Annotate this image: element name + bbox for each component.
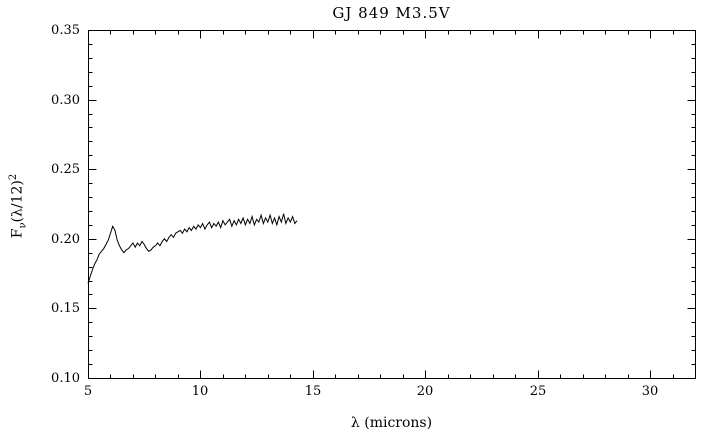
y-axis-label: Fν(λ/12)2 <box>8 126 28 286</box>
tick-labels-group: 5 10 15 20 25 30 0.10 0.15 0.20 0.25 0.30 0.35 <box>51 23 658 399</box>
y-tick-label: 0.15 <box>51 301 80 316</box>
x-tick-label: 10 <box>192 384 209 399</box>
x-tick-label: 5 <box>84 384 92 399</box>
chart-title: GJ 849 M3.5V <box>332 4 451 22</box>
y-tick-label: 0.10 <box>51 371 80 386</box>
y-label-superscript: 2 <box>8 173 19 181</box>
y-tick-label: 0.25 <box>51 162 80 177</box>
series-group <box>87 213 298 284</box>
y-label-subscript: ν <box>17 222 29 229</box>
y-tick-label: 0.20 <box>51 232 80 247</box>
x-axis-label: λ (microns) <box>350 415 433 431</box>
x-tick-label: 25 <box>530 384 547 399</box>
x-tick-label: 30 <box>642 384 659 399</box>
y-tick-label: 0.35 <box>51 23 80 38</box>
x-tick-label: 15 <box>305 384 322 399</box>
axes-group <box>88 30 696 379</box>
axis-frame <box>88 30 696 379</box>
spectrum-line <box>87 213 298 284</box>
y-tick-label: 0.30 <box>51 93 80 108</box>
y-label-mid: (λ/12) <box>9 180 26 223</box>
x-tick-label: 20 <box>417 384 434 399</box>
y-label-prefix: F <box>9 228 26 239</box>
